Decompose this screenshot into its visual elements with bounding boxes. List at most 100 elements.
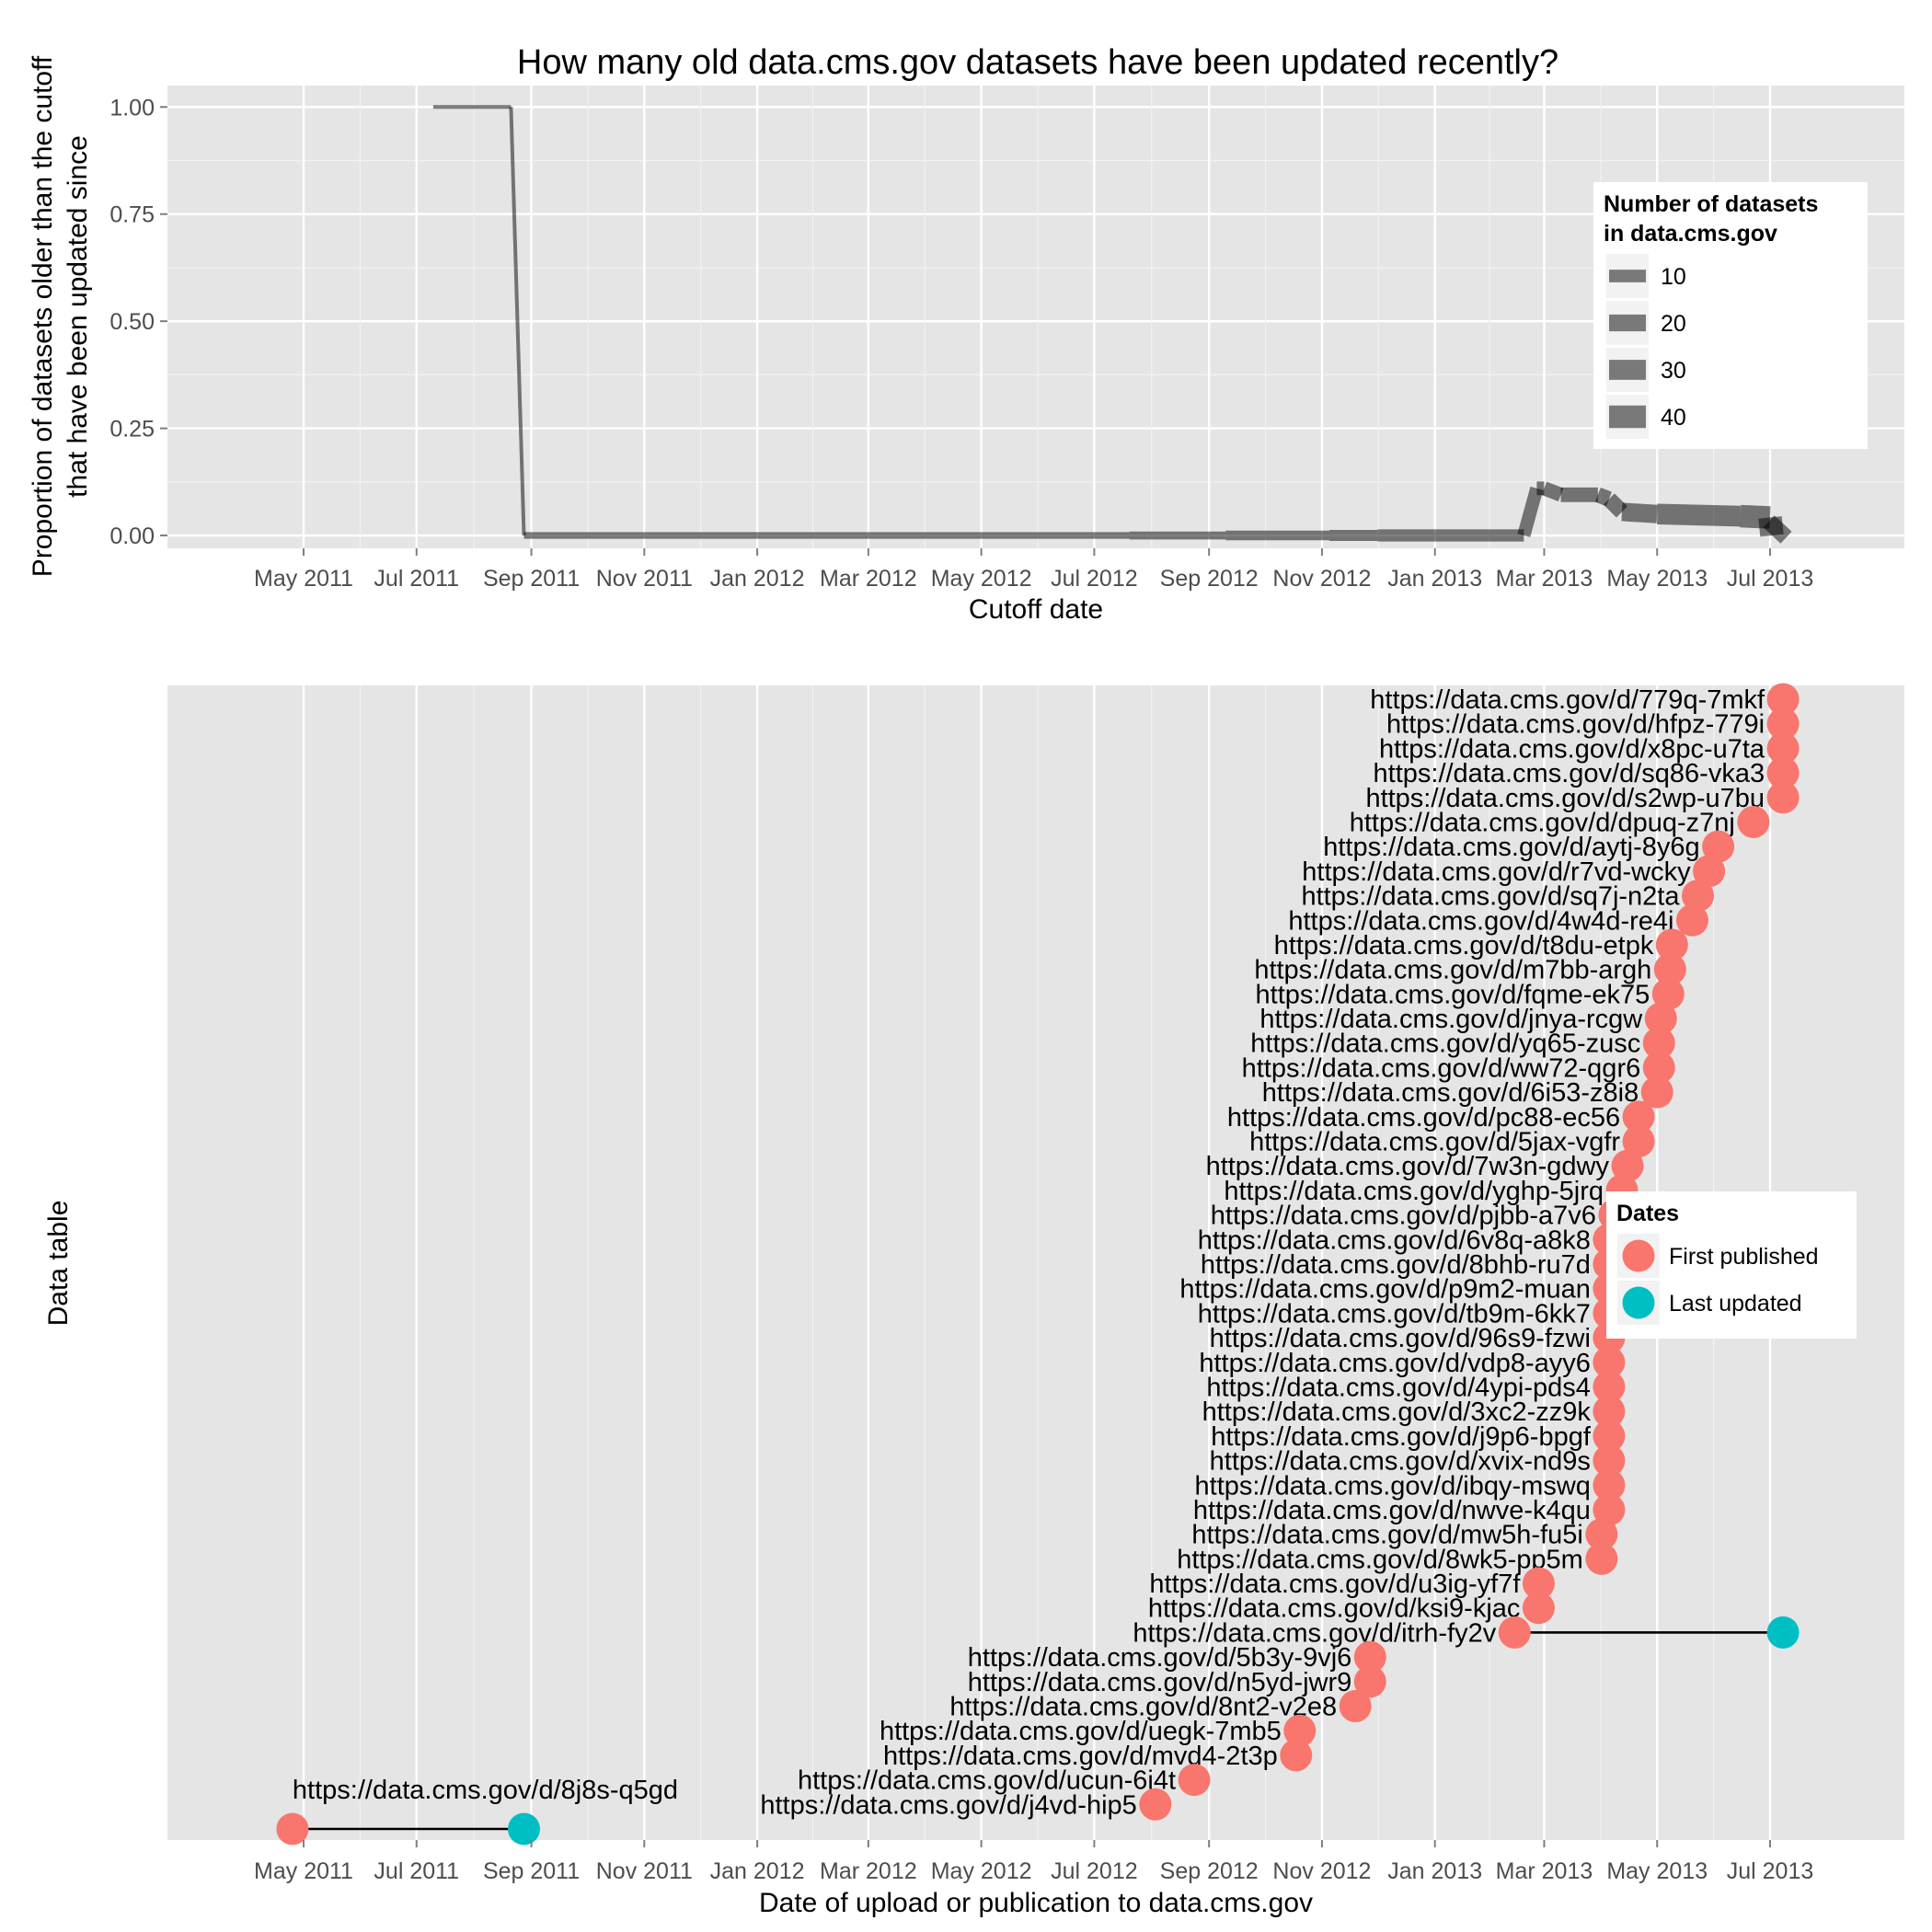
top-x-tick-label: Jan 2013 [1387, 566, 1482, 592]
bottom-legend-key-swatch [1622, 1239, 1655, 1272]
dataset-url-label: https://data.cms.gov/d/779q-7mkf [1370, 685, 1765, 715]
bottom-legend-keys: First published Last updated [1617, 1234, 1819, 1325]
bottom-legend-label: Last updated [1669, 1291, 1802, 1317]
dataset-url-label: https://data.cms.gov/d/xvix-nd9s [1210, 1447, 1591, 1477]
top-x-tick-label: Nov 2011 [596, 566, 693, 592]
dataset-url-label: https://data.cms.gov/d/8nt2-v2e8 [949, 1693, 1337, 1722]
proportion-line-segment [1594, 487, 1612, 507]
top-y-tick-label: 0.50 [109, 309, 155, 335]
top-x-tick-label: Jan 2012 [710, 566, 805, 592]
proportion-line-segment [1763, 515, 1792, 544]
top-x-tick-label: Sep 2012 [1160, 566, 1259, 592]
bottom-x-tick-label: Jan 2013 [1387, 1858, 1482, 1884]
proportion-line-segment [1621, 502, 1658, 523]
proportion-line-segment [1740, 504, 1771, 529]
top-y-tick-label: 0.25 [109, 417, 155, 443]
top-x-axis-title: Cutoff date [969, 594, 1103, 625]
dataset-url-label: https://data.cms.gov/d/j9p6-bpgf [1211, 1422, 1592, 1452]
bottom-x-tick-label: Jul 2013 [1727, 1858, 1814, 1884]
dataset-url-label: https://data.cms.gov/d/6v8q-a8k8 [1198, 1225, 1591, 1255]
last-updated-point [508, 1812, 541, 1846]
first-published-point [1682, 880, 1715, 913]
bottom-dataset-labels: https://data.cms.gov/d/8j8s-q5gd https://… [293, 685, 1765, 1820]
first-published-point [1766, 731, 1800, 765]
top-y-tick-label: 0.75 [109, 202, 155, 228]
first-published-point [1522, 1592, 1555, 1625]
dataset-url-label: https://data.cms.gov/d/n5yd-jwr9 [968, 1668, 1351, 1697]
first-published-point [1766, 707, 1800, 741]
dataset-url-label: https://data.cms.gov/d/uegk-7mb5 [880, 1717, 1282, 1746]
bottom-x-tick-label: Sep 2011 [483, 1858, 580, 1884]
first-published-point [1139, 1788, 1172, 1821]
first-published-point [1640, 1075, 1673, 1109]
top-legend-title-line2: in data.cms.gov [1604, 221, 1777, 247]
top-x-tick-label: May 2012 [931, 566, 1032, 592]
top-x-tick-label: Mar 2012 [820, 566, 917, 592]
top-legend-keys: 10 20 30 40 [1606, 254, 1686, 439]
bottom-x-axis: May 2011 Jul 2011 Sep 2011 Nov 2011 Jan 2012… [254, 1840, 1813, 1884]
dataset-url-label: https://data.cms.gov/d/8j8s-q5gd [293, 1776, 678, 1805]
top-y-tick-label: 1.00 [109, 95, 155, 121]
dataset-url-label: https://data.cms.gov/d/s2wp-u7bu [1365, 784, 1765, 813]
dataset-url-label: https://data.cms.gov/d/r7vd-wcky [1302, 857, 1691, 887]
bottom-date-points [276, 683, 1800, 1846]
dataset-url-label: https://data.cms.gov/d/96s9-fzwi [1210, 1324, 1591, 1353]
first-published-point [1585, 1542, 1618, 1575]
dataset-url-label: https://data.cms.gov/d/tb9m-6kk7 [1198, 1299, 1591, 1328]
bottom-gridlines [302, 685, 1772, 1840]
dataset-url-label: https://data.cms.gov/d/5b3y-9vj6 [968, 1643, 1352, 1673]
top-x-tick-label: Jul 2013 [1727, 566, 1814, 592]
first-published-point [1585, 1518, 1618, 1551]
bottom-x-tick-label: Nov 2012 [1272, 1858, 1371, 1884]
dataset-url-label: https://data.cms.gov/d/ksi9-kjac [1148, 1594, 1521, 1624]
top-legend-label: 30 [1661, 358, 1686, 384]
first-published-point [1353, 1665, 1386, 1698]
top-x-axis: May 2011 Jul 2011 Sep 2011 Nov 2011 Jan 2012… [254, 548, 1813, 592]
first-published-point [1766, 683, 1800, 716]
first-published-point [1651, 977, 1685, 1010]
first-published-point [276, 1812, 309, 1846]
last-updated-point [1766, 1616, 1800, 1649]
first-published-point [1498, 1616, 1531, 1649]
proportion-line-segment [1541, 481, 1564, 501]
dataset-url-label: https://data.cms.gov/d/pc88-ec56 [1227, 1103, 1620, 1133]
bottom-x-tick-label: Jul 2012 [1051, 1858, 1138, 1884]
first-published-point [1522, 1567, 1555, 1600]
first-published-point [1644, 1002, 1677, 1035]
top-x-tick-label: Jul 2011 [374, 566, 459, 592]
proportion-line-segment [1517, 486, 1544, 537]
first-published-point [1593, 1346, 1626, 1379]
dataset-url-label: https://data.cms.gov/d/m7bb-argh [1254, 956, 1651, 985]
proportion-line-segment [1603, 493, 1628, 518]
bottom-x-tick-label: Jul 2011 [374, 1858, 459, 1884]
top-y-axis-title-line2: that have been updated since [63, 135, 93, 498]
dataset-url-label: https://data.cms.gov/d/ibqy-mswq [1195, 1471, 1591, 1501]
first-published-point [1655, 928, 1688, 961]
top-legend-label: 20 [1661, 311, 1686, 337]
first-published-point [1642, 1051, 1675, 1084]
dataset-url-label: https://data.cms.gov/d/4w4d-re4j [1288, 906, 1673, 936]
dataset-url-label: https://data.cms.gov/d/3xc2-zz9k [1202, 1397, 1592, 1427]
first-published-point [1737, 805, 1770, 838]
first-published-point [1702, 830, 1735, 863]
bottom-legend: Dates First published Last updated [1606, 1191, 1857, 1339]
first-published-point [1280, 1739, 1313, 1772]
bottom-x-tick-label: Sep 2012 [1160, 1858, 1259, 1884]
first-published-point [1593, 1370, 1626, 1403]
top-x-tick-label: May 2013 [1606, 566, 1708, 592]
dataset-url-label: https://data.cms.gov/d/8wk5-pp5m [1177, 1545, 1583, 1574]
dataset-url-label: https://data.cms.gov/d/j4vd-hip5 [760, 1790, 1136, 1820]
first-published-point [1178, 1764, 1211, 1797]
first-published-point [1593, 1395, 1626, 1428]
top-x-tick-label: Jul 2012 [1051, 566, 1138, 592]
dataset-url-label: https://data.cms.gov/d/aytj-8y6g [1323, 833, 1699, 862]
dataset-url-label: https://data.cms.gov/d/4ypi-pds4 [1206, 1373, 1591, 1402]
first-published-point [1766, 781, 1800, 814]
bottom-x-axis-title: Date of upload or publication to data.cm… [759, 1888, 1313, 1918]
dataset-url-label: https://data.cms.gov/d/u3ig-yf7f [1149, 1570, 1521, 1599]
bottom-x-tick-label: Jan 2012 [710, 1858, 805, 1884]
dataset-url-label: https://data.cms.gov/d/sq86-vka3 [1374, 759, 1765, 788]
bottom-x-tick-label: Mar 2013 [1496, 1858, 1593, 1884]
dataset-url-label: https://data.cms.gov/d/mw5h-fu5i [1191, 1521, 1583, 1550]
bottom-y-axis-title: Data table [43, 1201, 74, 1327]
